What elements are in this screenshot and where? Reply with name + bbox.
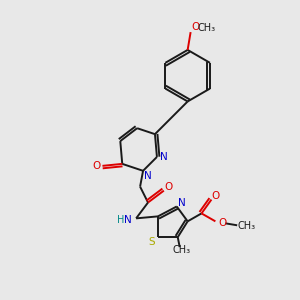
- Text: O: O: [92, 161, 101, 171]
- Text: O: O: [218, 218, 226, 228]
- Text: N: N: [124, 215, 132, 225]
- Text: O: O: [191, 22, 200, 32]
- Text: CH₃: CH₃: [172, 245, 191, 255]
- Text: H: H: [117, 215, 124, 225]
- Text: S: S: [149, 237, 155, 247]
- Text: O: O: [211, 190, 220, 201]
- Text: CH₃: CH₃: [197, 23, 215, 33]
- Text: N: N: [160, 152, 168, 162]
- Text: CH₃: CH₃: [237, 221, 255, 231]
- Text: O: O: [165, 182, 173, 192]
- Text: N: N: [144, 171, 152, 181]
- Text: N: N: [178, 197, 186, 208]
